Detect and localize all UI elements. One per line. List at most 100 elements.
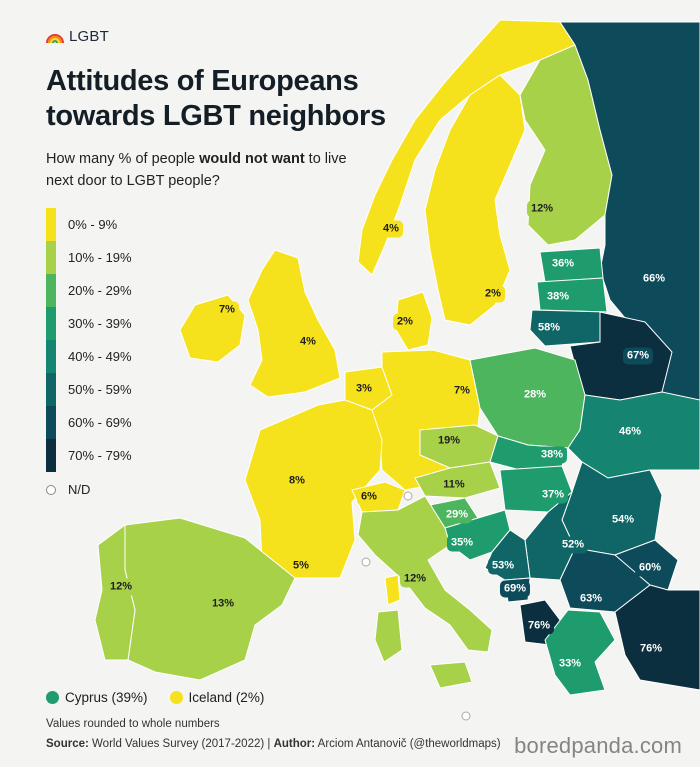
legend-label: 40% - 49% [68,349,132,364]
legend-label: 0% - 9% [68,217,118,232]
nd-marker [361,557,371,567]
country-value-label: 12% [526,200,558,218]
legend-nd-label: N/D [68,482,91,497]
legend-item: 40% - 49% [46,340,132,373]
country-value-label: 4% [379,220,403,238]
logo-text: LGBT [69,28,109,45]
country-value-label: 53% [487,557,519,575]
extra-country-item: Iceland (2%) [169,690,265,705]
nd-marker [461,711,471,721]
subtitle-post: to live next door to LGBT people? [46,151,347,189]
country-value-label: 12% [399,570,431,588]
region-sardinia [374,609,403,663]
country-value-label: 52% [557,536,589,554]
region-sweden [424,74,526,326]
legend-swatch [46,439,56,472]
country-value-label: 37% [537,486,569,504]
country-value-label: 69% [499,580,531,598]
region-united-kingdom [247,249,341,398]
country-value-label: 63% [575,590,607,608]
legend-swatch [46,241,56,274]
brand-logo: LGBT [46,28,109,45]
region-sicily [429,661,473,689]
author-label: Author: [273,738,316,750]
country-value-label: 36% [547,255,579,273]
subtitle-bold: would not want [199,151,305,167]
legend-swatch [46,340,56,373]
legend-item: 50% - 59% [46,373,132,406]
country-value-label: 28% [519,386,551,404]
country-value-label: 58% [533,319,565,337]
legend-label: 10% - 19% [68,250,132,265]
country-value-label: 2% [393,313,417,331]
author-text: Arciom Antanovič (@theworldmaps) [315,738,501,750]
legend-swatch [46,208,56,241]
country-value-label: 7% [450,382,474,400]
legend-nd: N/D [46,482,132,497]
legend-item: 30% - 39% [46,307,132,340]
footnote: Values rounded to whole numbers [46,718,220,730]
source-line: Source: World Values Survey (2017-2022) … [46,738,501,750]
legend-item: 20% - 29% [46,274,132,307]
region-greece [544,609,616,696]
country-value-label: 38% [536,446,568,464]
country-value-label: 19% [433,432,465,450]
country-value-label: 13% [207,595,239,613]
country-value-label: 35% [446,534,478,552]
legend-item: 60% - 69% [46,406,132,439]
rainbow-icon [46,33,64,43]
country-value-label: 5% [289,557,313,575]
title-line-2: towards LGBT neighbors [46,100,386,132]
country-value-label: 11% [439,476,469,494]
country-value-label: 76% [523,617,555,635]
country-value-label: 60% [634,559,666,577]
country-value-label: 76% [635,640,667,658]
region-lithuania [529,309,608,347]
legend-label: 70% - 79% [68,448,132,463]
nd-marker [403,491,413,501]
region-france [244,399,383,579]
extra-country-dot [46,691,59,704]
legend-swatch [46,274,56,307]
country-value-label: 54% [607,511,639,529]
extra-country-item: Cyprus (39%) [46,690,148,705]
watermark: boredpanda.com [514,733,682,758]
country-value-label: 4% [296,333,320,351]
extra-country-dot [169,691,183,704]
subtitle: How many % of people would not want to l… [46,148,366,192]
legend-label: 60% - 69% [68,415,132,430]
page-title: Attitudes of Europeans towards LGBT neig… [46,64,446,134]
country-value-label: 12% [105,578,137,596]
legend-item: 10% - 19% [46,241,132,274]
legend-item: 0% - 9% [46,208,132,241]
legend-swatch [46,307,56,340]
source-text: World Values Survey (2017-2022) | [88,738,274,750]
country-value-label: 29% [441,506,473,524]
country-value-label: 46% [614,423,646,441]
country-value-label: 3% [352,380,376,398]
region-turkey [614,584,700,691]
map-legend: 0% - 9% 10% - 19% 20% - 29% 30% - 39% 40% - … [46,208,132,497]
country-value-label: 8% [285,472,309,490]
extra-countries: Cyprus (39%) Iceland (2%) [46,690,264,705]
extra-country-label: Iceland (2%) [188,690,265,705]
country-value-label: 7% [215,301,239,319]
country-value-label: 38% [542,288,574,306]
legend-swatch [46,373,56,406]
legend-label: 30% - 39% [68,316,132,331]
legend-swatch [46,406,56,439]
region-corsica [384,574,401,606]
legend-label: 50% - 59% [68,382,132,397]
nd-circle-icon [46,484,56,495]
extra-country-label: Cyprus (39%) [65,690,148,705]
country-value-label: 66% [638,270,670,288]
country-value-label: 33% [554,655,586,673]
country-value-label: 2% [481,285,505,303]
source-label: Source: [46,738,89,750]
legend-label: 20% - 29% [68,283,132,298]
subtitle-pre: How many % of people [46,151,200,167]
country-value-label: 6% [357,488,381,506]
title-line-1: Attitudes of Europeans [46,65,359,97]
legend-item: 70% - 79% [46,439,132,472]
